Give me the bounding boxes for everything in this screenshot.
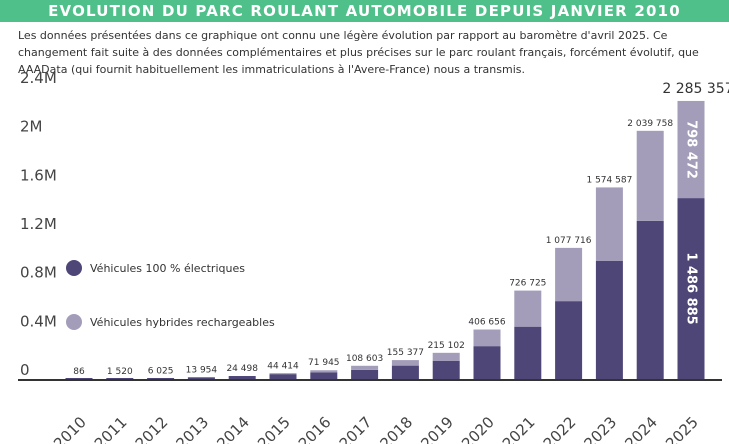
bar-segment-phev	[432, 352, 460, 361]
bar-segment-bev	[677, 198, 705, 379]
legend-label-bev: Véhicules 100 % électriques	[90, 262, 245, 275]
x-axis: 2010 2011 2012 2013 2014 2015 2016 2017 2018 2019…	[50, 413, 702, 444]
segment-label-bev: 1 486 885	[684, 252, 699, 324]
x-tick-label: 2025	[662, 413, 702, 444]
bar-total-label: 86	[73, 367, 85, 377]
bar-total-label: 71 945	[308, 358, 340, 368]
x-tick-label: 2020	[458, 413, 498, 444]
y-tick-label: 0.4M	[20, 312, 57, 330]
bar-total-label: 1 520	[107, 367, 133, 377]
x-tick-label: 2016	[295, 413, 335, 444]
x-tick-label: 2021	[499, 413, 539, 444]
bar-total-label: 2 039 758	[627, 119, 673, 129]
bar-segment-phev	[514, 290, 542, 327]
bar-segment-phev	[473, 329, 501, 347]
bar-total-label: 6 025	[148, 366, 174, 376]
bar-total-label: 1 574 587	[586, 175, 632, 185]
bar-segment-phev	[677, 100, 705, 199]
bar-total-label: 2 285 357	[662, 81, 729, 97]
x-tick-label: 2019	[417, 413, 457, 444]
x-tick-label: 2022	[540, 413, 580, 444]
y-tick-label: 1.2M	[20, 215, 57, 233]
y-axis: 0 0.4M 0.8M 1.2M 1.6M 2M 2.4M	[20, 69, 57, 379]
y-tick-label: 2.4M	[20, 69, 57, 87]
bar-total-label: 155 377	[387, 348, 424, 358]
bar-segment-bev	[65, 378, 93, 379]
bar-segment-phev	[636, 130, 664, 221]
chart-title-banner: EVOLUTION DU PARC ROULANT AUTOMOBILE DEP…	[0, 0, 729, 22]
bar-segment-phev	[391, 360, 419, 366]
legend-swatch-phev	[66, 314, 82, 330]
bar-segment-bev	[473, 346, 501, 379]
x-tick-label: 2023	[580, 413, 620, 444]
bar-total-label: 44 414	[267, 362, 299, 372]
x-tick-label: 2014	[213, 413, 253, 444]
bar-total-label: 406 656	[468, 318, 505, 328]
bar-segment-bev	[555, 301, 583, 379]
bar-total-label: 215 102	[428, 341, 465, 351]
bar-segment-bev	[187, 377, 215, 379]
bar-segment-bev	[595, 260, 623, 379]
intro-paragraph: Les données présentées dans ce graphique…	[18, 29, 699, 76]
x-tick-label: 2012	[132, 413, 172, 444]
x-tick-label: 2015	[254, 413, 294, 444]
bar-total-label: 24 498	[226, 364, 258, 374]
y-tick-label: 0	[20, 361, 30, 379]
bar-segment-bev	[310, 372, 338, 379]
bar-segment-bev	[432, 360, 460, 379]
bar-segment-bev	[147, 378, 175, 379]
x-tick-label: 2013	[172, 413, 212, 444]
y-tick-label: 0.8M	[20, 264, 57, 282]
bar-segment-bev	[636, 220, 664, 379]
bar-segment-phev	[269, 373, 297, 375]
bar-segment-phev	[595, 187, 623, 261]
bars-group	[65, 100, 705, 379]
bar-segment-bev	[228, 376, 256, 379]
bar-total-label: 726 725	[509, 279, 546, 289]
bar-segment-bev	[269, 374, 297, 379]
total-labels-group: 86 1 520 6 025 13 954 24 498 44 414 71 945 108 …	[73, 81, 729, 377]
y-tick-label: 1.6M	[20, 166, 57, 184]
bar-segment-phev	[555, 247, 583, 302]
bar-total-label: 13 954	[186, 365, 218, 375]
x-tick-label: 2017	[336, 413, 376, 444]
x-tick-label: 2011	[91, 413, 131, 444]
bar-segment-bev	[351, 369, 379, 379]
legend-label-phev: Véhicules hybrides rechargeables	[90, 316, 275, 329]
legend: Véhicules 100 % électriques Véhicules hy…	[66, 260, 275, 330]
legend-swatch-bev	[66, 260, 82, 276]
bar-segment-bev	[514, 326, 542, 379]
x-tick-label: 2010	[50, 413, 90, 444]
x-tick-label: 2024	[621, 413, 661, 444]
y-tick-label: 2M	[20, 118, 43, 136]
bar-segment-bev	[106, 378, 134, 379]
bar-segment-phev	[310, 370, 338, 373]
bar-segment-phev	[351, 365, 379, 370]
bar-total-label: 108 603	[346, 354, 383, 364]
x-tick-label: 2018	[376, 413, 416, 444]
bar-total-label: 1 077 716	[546, 236, 592, 246]
segment-label-phev: 798 472	[684, 120, 699, 179]
bar-segment-bev	[391, 365, 419, 379]
